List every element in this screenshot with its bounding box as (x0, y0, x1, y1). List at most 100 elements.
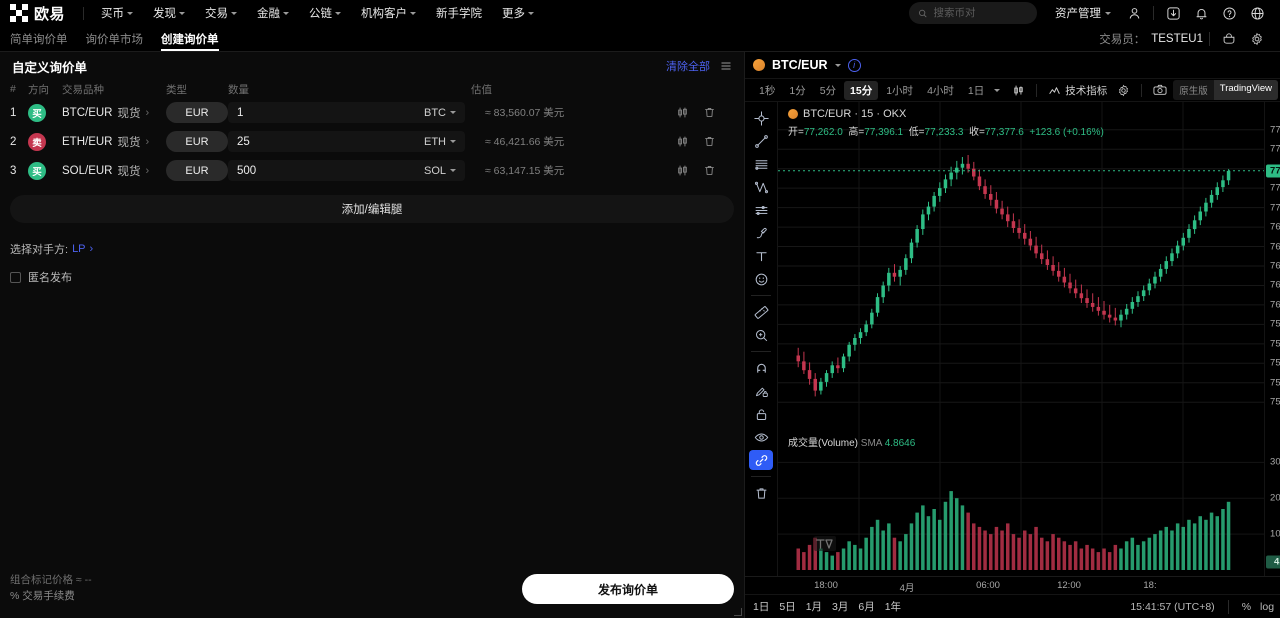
add-edit-leg-button[interactable]: 添加/编辑腿 (10, 195, 734, 223)
nav-item-buy-crypto[interactable]: 买币 (92, 1, 142, 25)
range-5d[interactable]: 5日 (779, 601, 796, 613)
type-pill[interactable]: EUR (166, 102, 228, 123)
fib-pattern-icon[interactable] (749, 177, 773, 197)
view-mode-tradingview[interactable]: TradingView (1213, 80, 1279, 100)
asset-management-menu[interactable]: 资产管理 (1047, 5, 1119, 21)
anonymous-checkbox[interactable] (10, 271, 21, 283)
range-6mo[interactable]: 6月 (858, 601, 875, 613)
search-input[interactable] (933, 7, 1028, 19)
counterparty-value[interactable]: LP (72, 243, 86, 255)
eye-icon[interactable] (749, 427, 773, 447)
link-icon[interactable] (749, 450, 773, 470)
quantity-unit-selector[interactable]: ETH (424, 136, 456, 148)
direction-cell[interactable]: 卖 (28, 132, 62, 151)
help-button[interactable] (1216, 2, 1242, 24)
text-icon[interactable] (749, 246, 773, 266)
nav-item-finance[interactable]: 金融 (248, 1, 298, 25)
delete-row-button[interactable] (703, 164, 716, 177)
timeframe-1d[interactable]: 1日 (967, 84, 985, 97)
chevron-right-icon[interactable]: › (89, 243, 94, 255)
timeframe-1h[interactable]: 1小时 (886, 84, 914, 97)
nav-item-discover[interactable]: 发现 (144, 1, 194, 25)
quantity-box[interactable]: SOL (228, 160, 465, 181)
emoji-icon[interactable] (749, 269, 773, 289)
clear-all-button[interactable]: 清除全部 (666, 61, 710, 73)
resize-grip[interactable] (734, 608, 742, 616)
percent-scale-button[interactable]: % (1241, 600, 1252, 613)
nav-item-more[interactable]: 更多 (493, 1, 543, 25)
quantity-box[interactable]: ETH (228, 131, 465, 152)
chevron-down-icon[interactable] (994, 88, 1001, 92)
tab-simple-rfq[interactable]: 简单询价单 (10, 26, 68, 51)
lock-icon[interactable] (749, 404, 773, 424)
quantity-unit-selector[interactable]: SOL (424, 165, 456, 177)
quantity-input[interactable] (237, 106, 424, 119)
candles-button[interactable] (676, 135, 689, 148)
price-axis[interactable]: 77,800.077,600.077,400.077,200.077,000.0… (1264, 102, 1280, 576)
volume-tick: 20 (1270, 492, 1280, 504)
range-1d[interactable]: 1日 (753, 601, 770, 613)
quantity-unit-selector[interactable]: BTC (424, 107, 456, 119)
direction-cell[interactable]: 买 (28, 103, 62, 122)
brush-icon[interactable] (749, 223, 773, 243)
quantity-box[interactable]: BTC (228, 102, 465, 123)
search-box[interactable] (909, 2, 1037, 24)
tab-create-rfq[interactable]: 创建询价单 (161, 26, 219, 51)
range-3mo[interactable]: 3月 (832, 601, 849, 613)
timeframe-4h[interactable]: 4小时 (927, 84, 954, 97)
snapshot-button[interactable] (1149, 82, 1171, 98)
magnet-icon[interactable] (749, 358, 773, 378)
nav-item-trade[interactable]: 交易 (196, 1, 246, 25)
direction-badge: 卖 (28, 132, 46, 151)
trash-icon[interactable] (749, 483, 773, 503)
nav-item-academy[interactable]: 新手学院 (427, 1, 491, 25)
tab-rfq-market[interactable]: 询价单市场 (86, 26, 144, 51)
ruler-icon[interactable] (749, 302, 773, 322)
notifications-button[interactable] (1188, 2, 1214, 24)
time-axis[interactable]: 18:00 4月 06:00 12:00 18: (745, 576, 1280, 594)
nav-item-chain[interactable]: 公链 (300, 1, 350, 25)
candles-button[interactable] (676, 164, 689, 177)
info-icon[interactable]: i (847, 58, 861, 72)
view-mode-native[interactable]: 原生版 (1179, 86, 1208, 97)
quantity-input[interactable] (237, 135, 424, 148)
timeframe-1s[interactable]: 1秒 (759, 84, 776, 97)
publish-rfq-button[interactable]: 发布询价单 (522, 574, 734, 604)
chart-settings-button[interactable] (1113, 82, 1134, 99)
instrument-selector[interactable]: BTC/EUR 现货 › (62, 105, 166, 121)
panel-menu-button[interactable] (720, 60, 732, 72)
download-app-button[interactable] (1160, 2, 1186, 24)
anonymous-publish-row[interactable]: 匿名发布 (10, 269, 734, 285)
candles-button[interactable] (676, 106, 689, 119)
delete-row-button[interactable] (703, 106, 716, 119)
log-scale-button[interactable]: log (1260, 600, 1275, 613)
timeframe-5m[interactable]: 5分 (819, 84, 837, 97)
chart-canvas[interactable]: BTC/EUR · 15 · OKX 开=77,262.0 高=77,396.1… (778, 102, 1264, 576)
indicators-button[interactable]: 技术指标 (1044, 81, 1111, 100)
channel-icon[interactable] (749, 200, 773, 220)
crosshair-icon[interactable] (749, 108, 773, 128)
timeframe-15m[interactable]: 15分 (844, 80, 879, 100)
range-1y[interactable]: 1年 (884, 601, 902, 613)
user-account-button[interactable] (1121, 2, 1147, 24)
direction-cell[interactable]: 买 (28, 161, 62, 180)
delete-row-button[interactable] (703, 135, 716, 148)
chart-type-button[interactable] (1008, 82, 1029, 99)
instrument-selector[interactable]: ETH/EUR 现货 › (62, 134, 166, 150)
quantity-input[interactable] (237, 164, 424, 177)
okx-logo[interactable]: 欧易 (10, 3, 65, 24)
settings-button[interactable] (1244, 28, 1270, 50)
language-button[interactable] (1244, 2, 1270, 24)
range-1mo[interactable]: 1月 (805, 601, 823, 613)
pencil-lock-icon[interactable] (749, 381, 773, 401)
horizontal-lines-icon[interactable] (749, 154, 773, 174)
trendline-icon[interactable] (749, 131, 773, 151)
type-pill[interactable]: EUR (166, 160, 228, 181)
zoom-icon[interactable] (749, 325, 773, 345)
timeframe-1m[interactable]: 1分 (789, 84, 806, 97)
mask-mode-button[interactable] (1216, 28, 1242, 50)
chevron-down-icon[interactable] (834, 63, 841, 67)
instrument-selector[interactable]: SOL/EUR 现货 › (62, 163, 166, 179)
type-pill[interactable]: EUR (166, 131, 228, 152)
nav-item-institutional[interactable]: 机构客户 (352, 1, 425, 25)
